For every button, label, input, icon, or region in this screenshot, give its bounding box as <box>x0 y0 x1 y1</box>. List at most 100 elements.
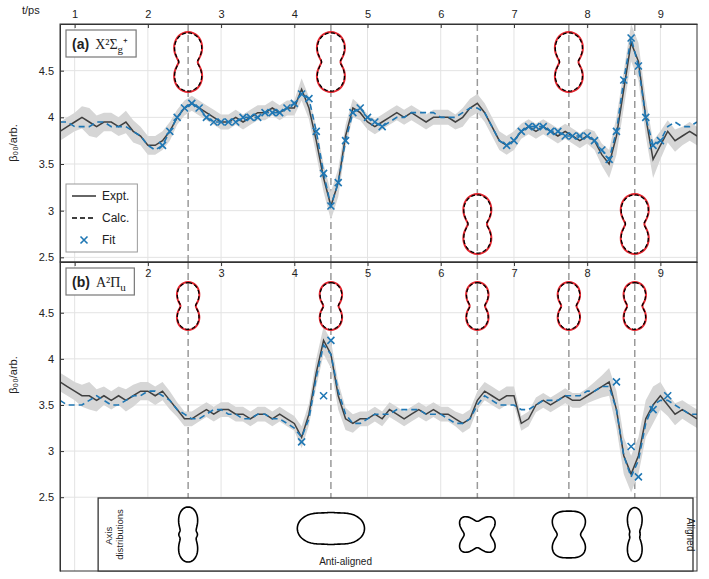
y-tick-mark <box>60 71 64 72</box>
x-tick: 6 <box>438 262 444 279</box>
x-tick-label: 3 <box>219 8 225 20</box>
fit-marker <box>327 337 334 344</box>
inset-expt <box>621 194 649 254</box>
x-tick-mark <box>221 262 222 266</box>
x-tick-mark <box>294 262 295 266</box>
panel-letter: (b) <box>72 274 90 290</box>
fit-marker <box>342 137 349 144</box>
fit-marker <box>327 203 334 210</box>
x-axis-title: t/ps <box>22 4 40 16</box>
x-tick: 7 <box>511 262 517 279</box>
y-tick-label: 3 <box>48 445 54 457</box>
fit-marker <box>613 128 620 135</box>
fit-marker <box>305 95 312 102</box>
legend-frame <box>66 184 137 252</box>
figure: 2.533.544.5β₀₀/arb.(a)X²Σg⁺123456789t/ps… <box>0 0 709 579</box>
insets <box>177 282 646 330</box>
x-tick-mark <box>514 262 515 266</box>
panel-letter: (a) <box>72 36 89 52</box>
x-tick-mark <box>441 24 442 28</box>
y-tick-mark <box>60 117 64 118</box>
inset-calc <box>621 195 648 253</box>
y-tick-label: 3.5 <box>39 399 54 411</box>
y-tick: 3.5 <box>39 158 64 170</box>
legend-marker <box>81 237 88 244</box>
fit-marker <box>635 473 642 480</box>
polar-inset <box>621 194 649 254</box>
inset-expt <box>320 282 342 330</box>
polar-inset <box>624 282 646 330</box>
y-tick-mark <box>60 451 64 452</box>
x-tick <box>75 262 76 266</box>
fit-marker <box>532 123 539 130</box>
time-marker <box>187 24 189 262</box>
axis-distributions-frame <box>98 498 693 571</box>
x-tick: 9 <box>658 8 664 28</box>
fit-marker <box>247 114 254 121</box>
x-tick-mark <box>75 24 76 28</box>
panel-title: A²Πu <box>96 275 126 293</box>
fit-marker <box>196 105 203 112</box>
expt-line <box>60 340 697 474</box>
fit-marker <box>298 438 305 445</box>
x-tick-label: 8 <box>585 267 591 279</box>
y-tick-label: 4.5 <box>39 307 54 319</box>
fit-marker <box>371 119 378 126</box>
fit-marker <box>628 35 635 42</box>
inset-expt <box>174 32 202 92</box>
fit-marker <box>232 119 239 126</box>
x-axis: 23456789 <box>61 262 698 279</box>
x-tick-mark <box>148 262 149 266</box>
legend-line <box>72 217 96 219</box>
y-axis-title: β₀₀/arb. <box>7 124 19 161</box>
fit-marker <box>210 119 217 126</box>
inset-calc <box>624 283 646 330</box>
calc-line <box>60 38 697 206</box>
inset-expt <box>317 32 345 92</box>
x-tick: 5 <box>365 8 371 28</box>
fit-marker <box>525 123 532 130</box>
grid-line-y <box>60 70 697 71</box>
fit-marker <box>503 142 510 149</box>
fit-marker <box>269 109 276 116</box>
legend-label: Expt. <box>102 189 129 203</box>
x-tick-label: 8 <box>585 8 591 20</box>
fit-marker <box>313 128 320 135</box>
y-tick-mark <box>60 359 64 360</box>
panel: 2.533.544.5β₀₀/arb.(a)X²Σg⁺123456789t/ps… <box>7 4 698 263</box>
inset-expt <box>466 282 488 330</box>
polar-inset <box>466 282 488 330</box>
fit-marker <box>628 443 635 450</box>
fit-marker <box>554 128 561 135</box>
fit-marker <box>518 128 525 135</box>
legend: Expt.Calc.Fit <box>66 184 137 252</box>
fit-marker <box>298 91 305 98</box>
fit-marker <box>569 133 576 140</box>
y-tick-mark <box>60 211 64 212</box>
fit-marker <box>635 63 642 70</box>
x-tick-label: 2 <box>145 8 151 20</box>
plot-frame <box>60 24 697 262</box>
fit-marker <box>240 114 247 121</box>
grid <box>60 24 697 262</box>
fit-marker <box>159 142 166 149</box>
x-tick-label: 4 <box>292 8 298 20</box>
x-tick: 2 <box>145 262 151 279</box>
x-tick: 2 <box>145 8 151 28</box>
grid-line-x <box>440 24 441 262</box>
axis-distribution-glyph <box>627 508 642 562</box>
x-tick-label: 9 <box>658 8 664 20</box>
y-tick-mark <box>60 257 64 258</box>
inset-calc <box>175 33 202 91</box>
fit-marker <box>218 119 225 126</box>
grid-line-x <box>221 24 222 262</box>
legend-line <box>72 195 96 197</box>
x-tick-label: 3 <box>219 267 225 279</box>
grid-line-y <box>60 257 697 258</box>
inset-calc <box>464 195 491 253</box>
x-tick: 3 <box>219 262 225 279</box>
fit-marker <box>320 170 327 177</box>
x-tick-label: 6 <box>438 267 444 279</box>
fit-marker <box>181 105 188 112</box>
polar-inset <box>555 32 583 92</box>
